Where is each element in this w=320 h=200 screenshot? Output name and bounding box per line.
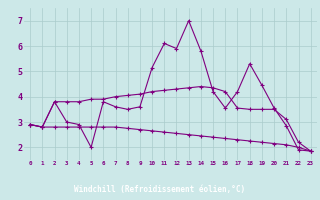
Text: Windchill (Refroidissement éolien,°C): Windchill (Refroidissement éolien,°C) [75,185,245,194]
